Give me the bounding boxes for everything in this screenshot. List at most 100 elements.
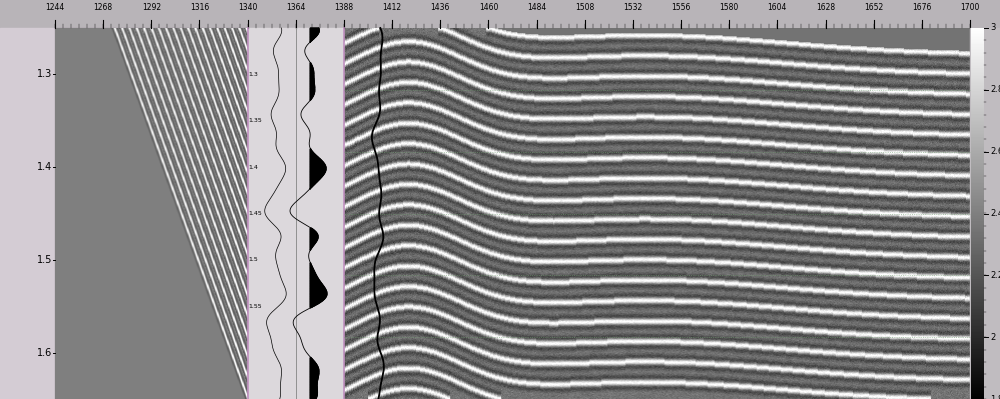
Polygon shape bbox=[310, 360, 314, 361]
Text: 1508: 1508 bbox=[575, 3, 594, 12]
Polygon shape bbox=[310, 179, 320, 180]
Text: 1652: 1652 bbox=[864, 3, 883, 12]
Polygon shape bbox=[310, 286, 324, 287]
Polygon shape bbox=[310, 173, 325, 174]
Polygon shape bbox=[310, 178, 320, 179]
Text: 1676: 1676 bbox=[912, 3, 932, 12]
Text: 1292: 1292 bbox=[142, 3, 161, 12]
Polygon shape bbox=[310, 267, 313, 268]
Polygon shape bbox=[310, 151, 313, 152]
Text: 1.4: 1.4 bbox=[249, 165, 259, 170]
Polygon shape bbox=[310, 95, 313, 96]
Polygon shape bbox=[310, 67, 313, 68]
Polygon shape bbox=[310, 276, 317, 277]
Polygon shape bbox=[310, 65, 312, 66]
Polygon shape bbox=[310, 362, 316, 363]
Polygon shape bbox=[310, 295, 327, 296]
Polygon shape bbox=[310, 71, 314, 72]
Polygon shape bbox=[310, 369, 319, 370]
Polygon shape bbox=[310, 168, 326, 169]
Polygon shape bbox=[310, 40, 312, 41]
Polygon shape bbox=[310, 273, 316, 274]
Polygon shape bbox=[310, 160, 322, 161]
Polygon shape bbox=[310, 281, 320, 282]
Polygon shape bbox=[310, 156, 318, 157]
Text: 1.35: 1.35 bbox=[249, 118, 262, 123]
Polygon shape bbox=[310, 177, 321, 178]
Polygon shape bbox=[310, 245, 314, 246]
Polygon shape bbox=[310, 169, 326, 170]
Polygon shape bbox=[310, 367, 318, 368]
Polygon shape bbox=[310, 176, 322, 177]
Polygon shape bbox=[310, 392, 317, 393]
Polygon shape bbox=[310, 387, 317, 388]
Bar bbox=[55, 28, 248, 399]
Polygon shape bbox=[310, 296, 326, 297]
Polygon shape bbox=[310, 374, 319, 375]
Polygon shape bbox=[310, 363, 316, 364]
Polygon shape bbox=[310, 228, 312, 229]
Polygon shape bbox=[310, 187, 312, 188]
Text: 1700: 1700 bbox=[960, 3, 980, 12]
Polygon shape bbox=[310, 93, 314, 94]
Polygon shape bbox=[310, 358, 312, 359]
Polygon shape bbox=[310, 292, 327, 293]
Polygon shape bbox=[310, 96, 313, 97]
Polygon shape bbox=[310, 152, 314, 153]
Polygon shape bbox=[310, 370, 319, 371]
Polygon shape bbox=[310, 77, 314, 78]
Polygon shape bbox=[310, 235, 318, 236]
Polygon shape bbox=[310, 72, 314, 73]
Polygon shape bbox=[310, 185, 313, 186]
Polygon shape bbox=[310, 359, 313, 360]
Polygon shape bbox=[310, 246, 313, 247]
Polygon shape bbox=[310, 372, 319, 373]
Polygon shape bbox=[310, 386, 317, 387]
Text: 2.8: 2.8 bbox=[990, 85, 1000, 94]
Bar bbox=[248, 28, 344, 399]
Polygon shape bbox=[310, 78, 314, 79]
Polygon shape bbox=[310, 233, 317, 234]
Polygon shape bbox=[310, 180, 318, 181]
Polygon shape bbox=[310, 92, 315, 93]
Text: 1580: 1580 bbox=[720, 3, 739, 12]
Text: 1628: 1628 bbox=[816, 3, 835, 12]
Polygon shape bbox=[310, 34, 318, 35]
Polygon shape bbox=[310, 301, 322, 302]
Polygon shape bbox=[310, 31, 319, 32]
Polygon shape bbox=[310, 172, 325, 173]
Polygon shape bbox=[310, 303, 319, 304]
Polygon shape bbox=[310, 75, 314, 76]
Polygon shape bbox=[310, 239, 318, 240]
Polygon shape bbox=[310, 293, 327, 294]
Text: 1484: 1484 bbox=[527, 3, 546, 12]
Polygon shape bbox=[310, 171, 326, 172]
Polygon shape bbox=[310, 266, 312, 267]
Text: 1.8: 1.8 bbox=[990, 395, 1000, 399]
Polygon shape bbox=[310, 36, 316, 37]
Text: 1.5: 1.5 bbox=[249, 257, 258, 263]
Polygon shape bbox=[310, 150, 312, 151]
Polygon shape bbox=[310, 82, 314, 83]
Polygon shape bbox=[310, 265, 312, 266]
Polygon shape bbox=[310, 393, 317, 394]
Text: 1.3: 1.3 bbox=[249, 72, 259, 77]
Polygon shape bbox=[310, 283, 322, 284]
Polygon shape bbox=[310, 248, 312, 249]
Polygon shape bbox=[310, 268, 313, 269]
Polygon shape bbox=[310, 39, 313, 40]
Polygon shape bbox=[310, 83, 314, 84]
Polygon shape bbox=[310, 183, 316, 184]
Polygon shape bbox=[310, 242, 316, 243]
Polygon shape bbox=[310, 29, 319, 30]
Polygon shape bbox=[310, 164, 325, 165]
Text: 1.3: 1.3 bbox=[37, 69, 52, 79]
Polygon shape bbox=[310, 380, 317, 381]
Polygon shape bbox=[310, 300, 323, 301]
Polygon shape bbox=[310, 79, 314, 80]
Polygon shape bbox=[310, 390, 317, 391]
Polygon shape bbox=[310, 290, 326, 291]
Polygon shape bbox=[310, 170, 326, 171]
Polygon shape bbox=[310, 241, 317, 242]
Text: 2.4: 2.4 bbox=[990, 209, 1000, 218]
